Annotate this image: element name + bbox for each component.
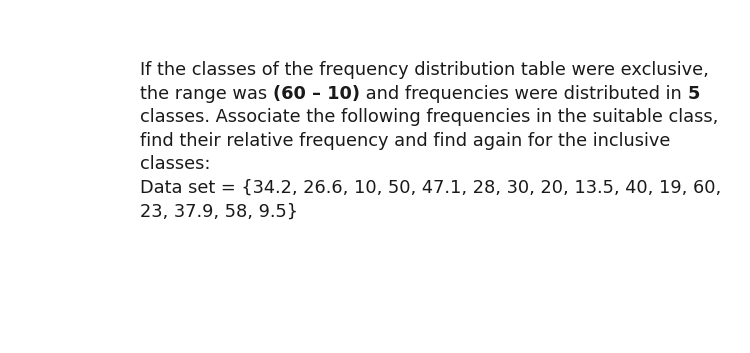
Text: find their relative frequency and find again for the inclusive: find their relative frequency and find a… xyxy=(140,132,670,150)
Text: the range was: the range was xyxy=(140,85,273,103)
Text: Data set = {34.2, 26.6, 10, 50, 47.1, 28, 30, 20, 13.5, 40, 19, 60,: Data set = {34.2, 26.6, 10, 50, 47.1, 28… xyxy=(140,179,721,197)
Text: classes:: classes: xyxy=(140,156,211,173)
Text: (60 – 10): (60 – 10) xyxy=(273,85,360,103)
Text: 5: 5 xyxy=(687,85,700,103)
Text: 23, 37.9, 58, 9.5}: 23, 37.9, 58, 9.5} xyxy=(140,203,298,221)
Text: If the classes of the frequency distribution table were exclusive,: If the classes of the frequency distribu… xyxy=(140,61,709,79)
Text: classes. Associate the following frequencies in the suitable class,: classes. Associate the following frequen… xyxy=(140,108,718,126)
Text: and frequencies were distributed in: and frequencies were distributed in xyxy=(360,85,687,103)
